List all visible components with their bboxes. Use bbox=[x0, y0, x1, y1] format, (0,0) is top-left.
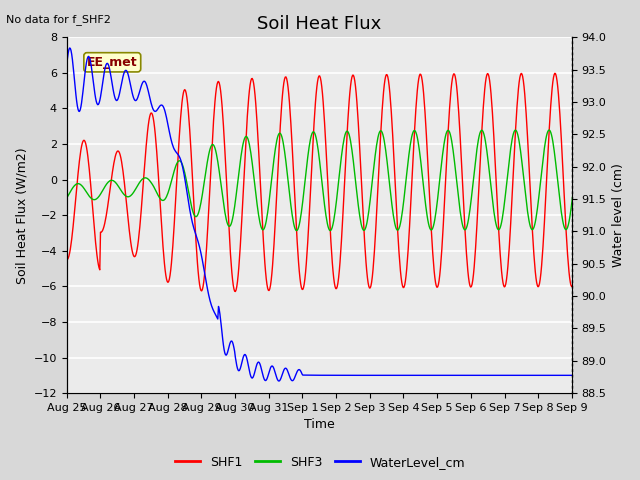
SHF1 bbox=[63, 257, 70, 263]
SHF3 bbox=[579, 127, 587, 133]
SHF3 bbox=[422, 208, 430, 214]
WaterLevel_cm bbox=[63, 62, 70, 68]
WaterLevel_cm bbox=[275, 378, 283, 384]
WaterLevel_cm bbox=[226, 341, 234, 347]
WaterLevel_cm bbox=[393, 372, 401, 378]
Y-axis label: Water level (cm): Water level (cm) bbox=[612, 163, 625, 267]
SHF3 bbox=[272, 141, 280, 147]
SHF3 bbox=[392, 226, 400, 231]
WaterLevel_cm bbox=[423, 372, 431, 378]
X-axis label: Time: Time bbox=[304, 419, 335, 432]
WaterLevel_cm bbox=[66, 45, 74, 51]
SHF1 bbox=[253, 110, 260, 116]
Line: SHF1: SHF1 bbox=[67, 73, 605, 291]
SHF3 bbox=[126, 193, 134, 199]
SHF1 bbox=[225, 228, 233, 233]
WaterLevel_cm bbox=[602, 372, 609, 378]
SHF1 bbox=[273, 190, 280, 195]
Title: Soil Heat Flux: Soil Heat Flux bbox=[257, 15, 381, 33]
SHF1 bbox=[585, 70, 593, 76]
Line: SHF3: SHF3 bbox=[67, 130, 605, 230]
SHF3 bbox=[292, 228, 300, 233]
SHF1 bbox=[232, 288, 239, 294]
WaterLevel_cm bbox=[127, 83, 134, 89]
SHF1 bbox=[422, 133, 430, 139]
SHF1 bbox=[602, 284, 609, 289]
Text: EE_met: EE_met bbox=[87, 56, 138, 69]
Y-axis label: Soil Heat Flux (W/m2): Soil Heat Flux (W/m2) bbox=[15, 147, 28, 284]
SHF1 bbox=[392, 201, 400, 206]
SHF3 bbox=[602, 200, 609, 205]
SHF3 bbox=[63, 195, 70, 201]
Line: WaterLevel_cm: WaterLevel_cm bbox=[67, 48, 605, 381]
WaterLevel_cm bbox=[253, 363, 260, 369]
Legend: SHF1, SHF3, WaterLevel_cm: SHF1, SHF3, WaterLevel_cm bbox=[170, 451, 470, 474]
SHF1 bbox=[126, 234, 134, 240]
SHF3 bbox=[252, 190, 260, 196]
WaterLevel_cm bbox=[273, 375, 280, 381]
SHF3 bbox=[225, 223, 233, 229]
Text: No data for f_SHF2: No data for f_SHF2 bbox=[6, 14, 111, 25]
